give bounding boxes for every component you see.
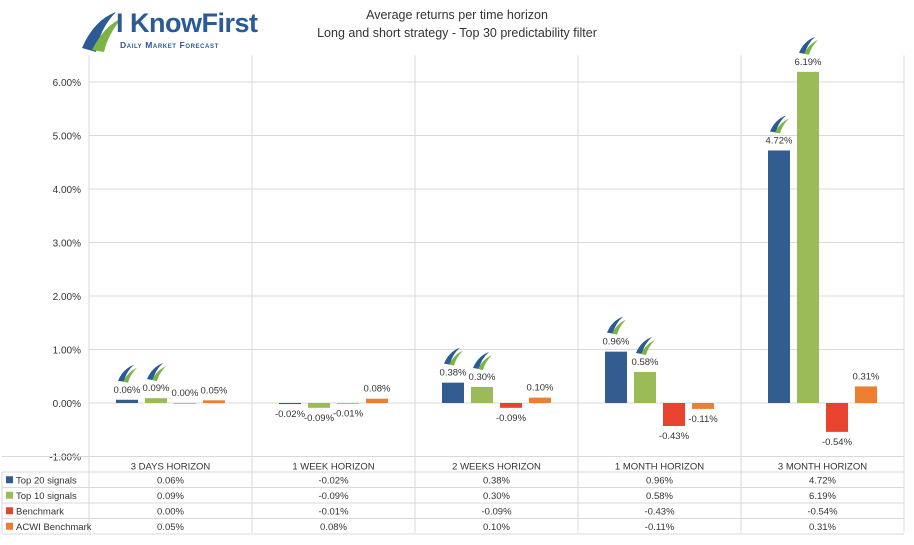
table-cell: 0.38% [483, 475, 510, 486]
legend-label: Top 20 signals [16, 475, 77, 486]
data-label: 4.72% [766, 135, 793, 146]
data-label: 0.09% [143, 383, 170, 394]
data-label: 0.06% [114, 385, 141, 396]
data-label: -0.01% [333, 409, 364, 420]
legend-key [6, 491, 13, 499]
legend-label: Benchmark [16, 506, 64, 517]
y-tick-label: 0.00% [53, 399, 81, 410]
table-cell: -0.01% [318, 506, 349, 517]
logo-marker-icon [118, 364, 137, 383]
y-tick-label: -1.00% [49, 453, 81, 464]
table-cell: 0.31% [809, 522, 836, 533]
logo-marker-icon [473, 351, 492, 370]
bar [308, 403, 330, 408]
bar [471, 386, 493, 403]
logo-marker-icon [770, 115, 789, 134]
bar [337, 403, 359, 404]
bar [366, 398, 388, 403]
table-cell: 0.05% [157, 522, 184, 533]
table-cell: -0.09% [481, 506, 512, 517]
data-label: 0.31% [853, 371, 880, 382]
legend-label: Top 10 signals [16, 491, 77, 502]
y-tick-label: 6.00% [53, 78, 81, 89]
legend-key [6, 522, 13, 530]
table-cell: -0.54% [807, 506, 838, 517]
data-label: -0.02% [275, 409, 306, 420]
logo-marker-icon [636, 336, 655, 355]
bar [500, 403, 522, 408]
bar [634, 371, 656, 403]
table-cell: 0.08% [320, 522, 347, 533]
table-cell: 4.72% [809, 475, 836, 486]
x-tick-label: 3 MONTH HORIZON [778, 462, 867, 473]
table-cell: 0.00% [157, 506, 184, 517]
y-tick-label: 5.00% [53, 132, 81, 143]
table-cell: -0.09% [318, 491, 349, 502]
bar [826, 403, 848, 432]
x-tick-label: 2 WEEKS HORIZON [452, 462, 541, 473]
data-label: 0.58% [632, 357, 659, 368]
bar [279, 403, 301, 405]
table-cell: 0.06% [157, 475, 184, 486]
data-label: 0.96% [603, 337, 630, 348]
data-label: 0.08% [364, 384, 391, 395]
logo-marker-icon [607, 316, 626, 335]
logo-marker-icon [799, 36, 818, 55]
table-cell: -0.43% [644, 506, 675, 517]
table-cell: 0.58% [646, 491, 673, 502]
bar [145, 398, 167, 403]
bar [203, 400, 225, 403]
bar [663, 403, 685, 427]
bar [797, 71, 819, 404]
bar [855, 386, 877, 403]
table-cell: 0.96% [646, 475, 673, 486]
table-cell: 0.09% [157, 491, 184, 502]
data-label: 0.30% [469, 372, 496, 383]
data-label: 0.05% [201, 385, 228, 396]
bar [442, 382, 464, 403]
legend-label: ACWI Benchmark [16, 522, 92, 533]
data-label: -0.43% [659, 431, 690, 442]
table-cell: 6.19% [809, 491, 836, 502]
data-label: -0.54% [822, 437, 853, 448]
x-tick-label: 3 DAYS HORIZON [131, 462, 211, 473]
logo-name: I KnowFirst [116, 8, 258, 38]
table-cell: 0.10% [483, 522, 510, 533]
legend-key [6, 507, 13, 515]
x-tick-label: 1 WEEK HORIZON [292, 462, 374, 473]
y-tick-label: 4.00% [53, 185, 81, 196]
y-tick-label: 3.00% [53, 239, 81, 250]
legend-key [6, 476, 13, 484]
y-tick-label: 1.00% [53, 346, 81, 357]
x-tick-label: 1 MONTH HORIZON [615, 462, 704, 473]
data-label: -0.09% [496, 413, 527, 424]
logo-marker-icon [147, 363, 166, 382]
data-label: 6.19% [795, 57, 822, 68]
chart-subtitle: Long and short strategy - Top 30 predict… [317, 26, 597, 40]
table-cell: -0.11% [645, 522, 675, 533]
bar [692, 403, 714, 409]
logo-tagline: Daily Market Forecast [120, 40, 219, 50]
table-cell: -0.02% [318, 475, 349, 486]
bar [605, 351, 627, 403]
data-label: 0.38% [440, 368, 467, 379]
data-label: -0.11% [688, 414, 718, 425]
y-tick-label: 2.00% [53, 292, 81, 303]
chart-title: Average returns per time horizon [366, 8, 548, 22]
table-cell: 0.30% [483, 491, 510, 502]
bar [529, 397, 551, 403]
data-label: 0.00% [172, 388, 199, 399]
bar [174, 403, 196, 404]
logo-icon [82, 12, 122, 52]
bar [116, 399, 138, 403]
data-label: 0.10% [527, 383, 554, 394]
data-label: -0.09% [304, 413, 335, 424]
logo-marker-icon [444, 347, 463, 366]
bar [768, 150, 790, 403]
